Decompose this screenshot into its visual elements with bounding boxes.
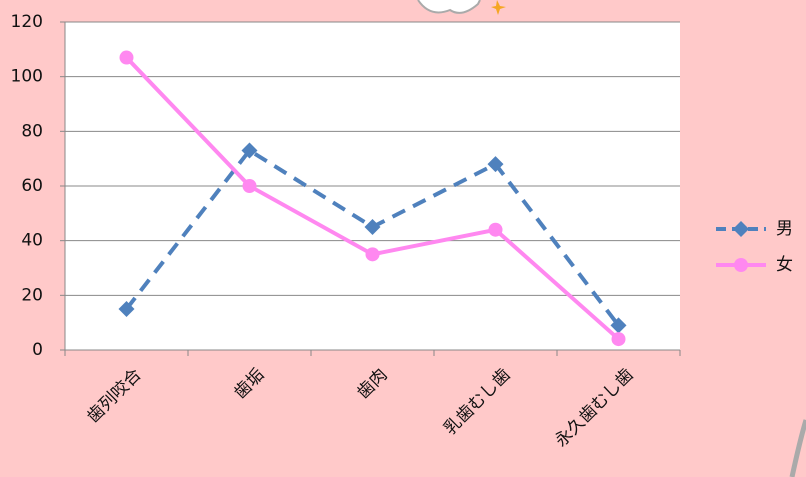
- marker: [612, 332, 626, 346]
- y-tick-label: 100: [11, 67, 43, 87]
- y-tick-label: 20: [21, 285, 43, 305]
- legend-label: 女: [776, 255, 793, 275]
- y-tick-label: 60: [21, 176, 43, 196]
- chart: 020406080100120歯列咬合歯垢歯肉乳歯むし歯永久歯むし歯男女: [0, 0, 806, 477]
- y-tick-label: 0: [32, 340, 43, 360]
- y-tick-label: 80: [21, 121, 43, 141]
- y-tick-label: 40: [21, 231, 43, 251]
- marker: [734, 258, 748, 272]
- legend-label: 男: [776, 219, 793, 239]
- y-tick-label: 120: [11, 12, 43, 32]
- marker: [366, 247, 380, 261]
- marker: [120, 51, 134, 65]
- marker: [489, 223, 503, 237]
- marker: [243, 179, 257, 193]
- page: {"chart_data": {"type": "line", "categor…: [0, 0, 806, 477]
